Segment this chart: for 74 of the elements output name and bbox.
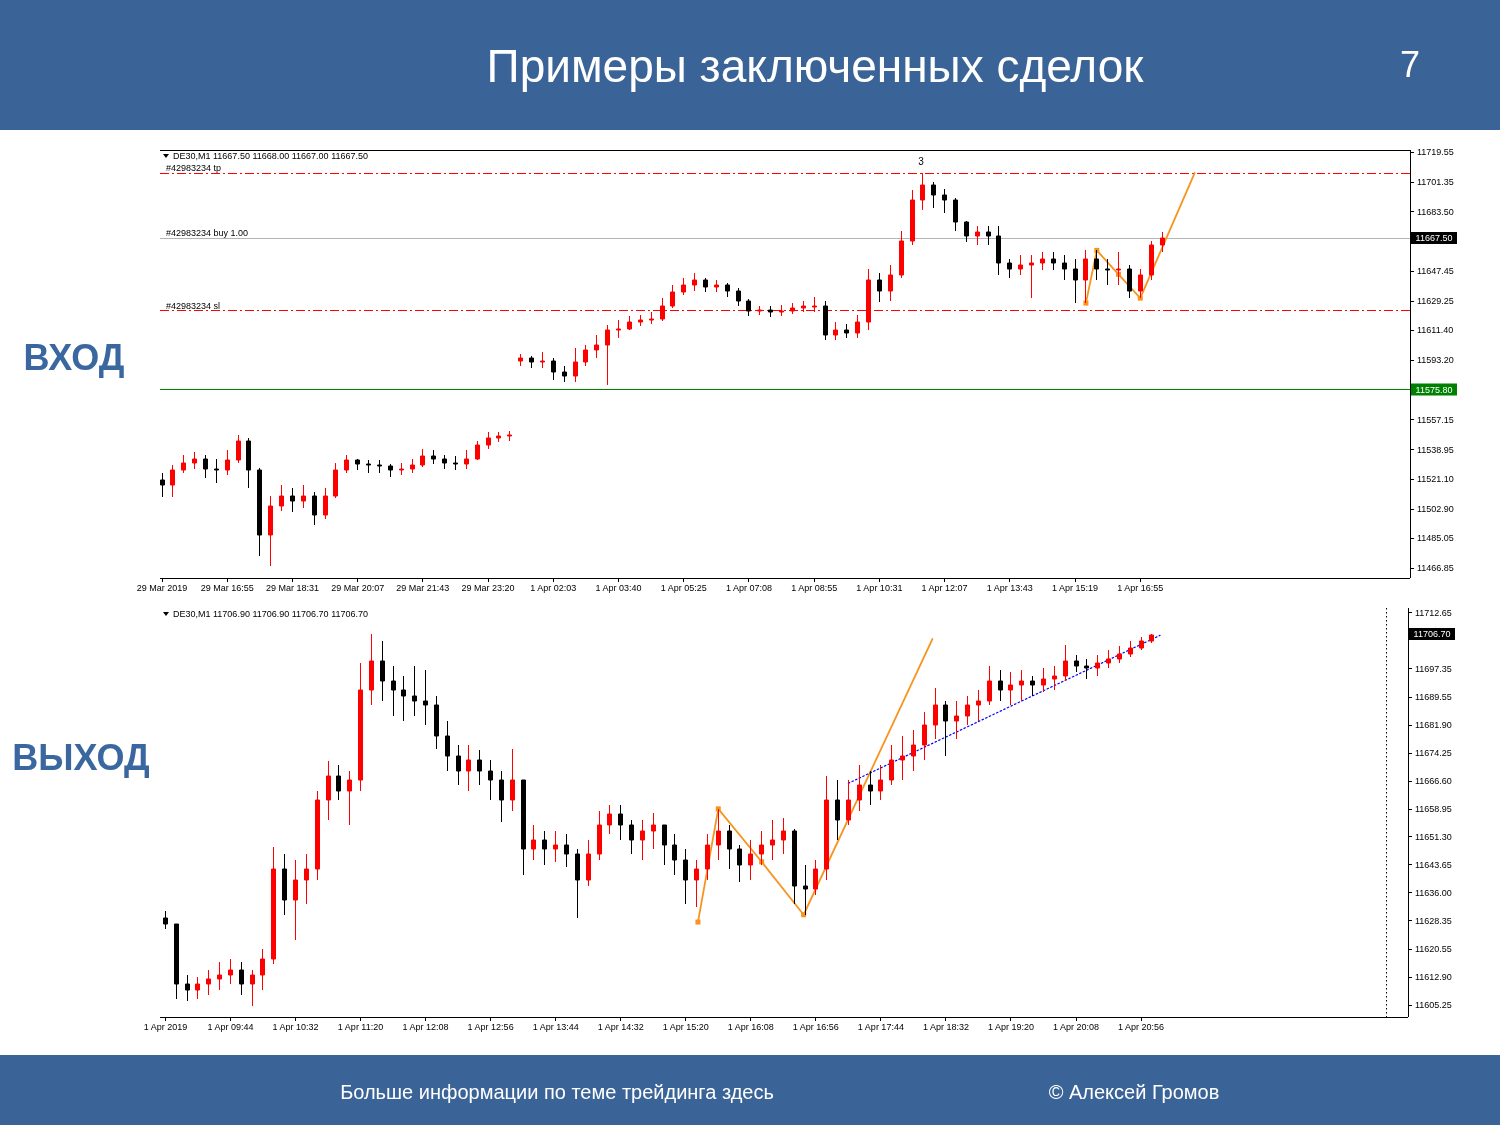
x-tick-label: 1 Apr 12:07 <box>921 583 968 593</box>
text: 7 <box>1399 43 1421 85</box>
x-tick-label: 1 Apr 20:08 <box>1052 1022 1100 1032</box>
y-tick-label: 11521.10 <box>1417 474 1454 485</box>
x-tick-label: 1 Apr 16:08 <box>727 1022 774 1032</box>
x-tick-label: 29 Mar 18:31 <box>265 583 319 593</box>
annotation: #42983234 buy 1.00 <box>166 228 249 239</box>
x-tick-label: 1 Apr 07:08 <box>725 583 772 593</box>
x-tick-label: 29 Mar 23:20 <box>461 583 515 593</box>
x-tick-label: 1 Apr 17:44 <box>857 1022 904 1032</box>
chart-subtitle: DE30,M1 11706.90 11706.90 11706.70 11706.70 <box>173 609 368 619</box>
x-tick-label: 1 Apr 13:43 <box>986 583 1033 593</box>
y-tick-label: 11651.30 <box>1415 831 1452 842</box>
y-tick-label: 11683.50 <box>1417 206 1454 217</box>
x-tick-label: 1 Apr 03:40 <box>595 583 642 593</box>
x-tick-label: 29 Mar 21:43 <box>396 583 450 593</box>
y-tick-label: 11697.35 <box>1415 663 1452 674</box>
chart-subtitle: DE30,M1 11667.50 11668.00 11667.00 11667.50 <box>173 151 368 161</box>
x-tick-label: 1 Apr 02:03 <box>530 583 577 593</box>
text: Больше информации по теме трейдинга здесь <box>340 1081 774 1103</box>
x-tick-label: 1 Apr 10:31 <box>856 583 903 593</box>
annotation: #42983234 sl <box>166 300 221 311</box>
y-tick-label: 11643.65 <box>1415 859 1452 870</box>
y-axis-title: ВЫХОД <box>12 736 150 778</box>
y-tick-label: 11689.55 <box>1415 692 1452 703</box>
y-tick-label: 11612.90 <box>1415 972 1452 983</box>
x-tick-label: 1 Apr 12:08 <box>402 1022 449 1032</box>
x-tick-label: 1 Apr 16:56 <box>792 1022 839 1032</box>
x-tick-label: 1 Apr 16:55 <box>1117 583 1164 593</box>
y-tick-label: 11593.20 <box>1417 355 1454 366</box>
y-tick-label: 11629.25 <box>1417 296 1454 307</box>
x-tick-label: 1 Apr 2019 <box>143 1022 188 1032</box>
y-tick-label: 11502.90 <box>1417 504 1454 515</box>
y-tick-label: 11485.05 <box>1417 533 1454 544</box>
text: 11706.70 <box>1413 629 1451 639</box>
x-tick-label: 1 Apr 13:44 <box>532 1022 579 1032</box>
x-tick-label: 29 Mar 16:55 <box>200 583 254 593</box>
x-tick-label: 1 Apr 09:44 <box>207 1022 254 1032</box>
x-tick-label: 1 Apr 10:32 <box>272 1022 319 1032</box>
y-tick-label: 11557.15 <box>1417 414 1454 425</box>
annotation: #42983234 tp <box>166 163 222 174</box>
y-tick-label: 11712.65 <box>1415 607 1452 618</box>
y-tick-label: 11611.40 <box>1417 325 1454 336</box>
y-tick-label: 11681.90 <box>1415 720 1452 731</box>
y-tick-label: 11701.35 <box>1417 177 1454 188</box>
y-tick-label: 11538.95 <box>1417 444 1454 455</box>
y-tick-label: 11666.60 <box>1415 776 1452 787</box>
y-axis-title: ВХОД <box>23 336 125 378</box>
x-tick-label: 1 Apr 20:56 <box>1118 1022 1165 1032</box>
x-tick-label: 29 Mar 2019 <box>136 583 188 593</box>
ref-line-label: 11575.80 <box>1415 384 1453 395</box>
x-tick-label: 1 Apr 15:19 <box>1052 583 1099 593</box>
text: © Алексей Громов <box>1048 1081 1220 1103</box>
y-tick-label: 11647.45 <box>1417 266 1454 277</box>
y-tick-label: 11466.85 <box>1417 563 1454 574</box>
y-tick-label: 11605.25 <box>1415 1000 1452 1011</box>
x-tick-label: 1 Apr 14:32 <box>597 1022 644 1032</box>
y-tick-label: 11719.55 <box>1417 147 1454 158</box>
x-tick-label: 1 Apr 15:20 <box>662 1022 709 1032</box>
annotation: 3 <box>918 155 925 167</box>
y-tick-label: 11658.95 <box>1415 804 1452 815</box>
y-tick-label: 11636.00 <box>1415 887 1452 898</box>
x-tick-label: 1 Apr 12:56 <box>467 1022 514 1032</box>
y-tick-label: 11628.35 <box>1415 915 1452 926</box>
x-tick-label: 1 Apr 05:25 <box>660 583 707 593</box>
x-tick-label: 1 Apr 08:55 <box>791 583 838 593</box>
x-tick-label: 1 Apr 19:20 <box>987 1022 1034 1032</box>
x-tick-label: 1 Apr 18:32 <box>922 1022 969 1032</box>
y-tick-label: 11674.25 <box>1415 748 1452 759</box>
chart-title: Примеры заключенных сделок <box>486 40 1145 92</box>
x-tick-label: 29 Mar 20:07 <box>331 583 385 593</box>
y-tick-label: 11620.55 <box>1415 944 1452 955</box>
x-tick-label: 1 Apr 11:20 <box>337 1022 384 1032</box>
text: 11667.50 <box>1415 233 1453 243</box>
